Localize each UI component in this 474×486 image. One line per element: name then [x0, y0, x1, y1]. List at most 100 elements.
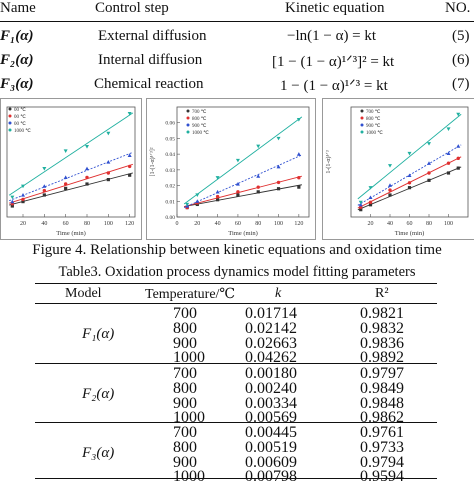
kinetics-row: F₁(α) External diffusion −ln(1 − α) = kt…	[0, 28, 474, 50]
header-no: NO.	[445, 0, 471, 16]
data-point	[407, 186, 412, 190]
model-label: F₂(α)	[82, 386, 115, 402]
row-name: F₃(α)	[0, 76, 34, 92]
k-cell: 0.00334	[245, 394, 297, 412]
k-cell: 0.00609	[245, 453, 297, 471]
x-tick-label: 40	[387, 221, 393, 227]
data-point	[85, 175, 89, 180]
legend-marker	[360, 109, 364, 113]
kinetics-row: F₃(α) Chemical reaction 1 − (1 − α)¹ᐟ³ =…	[0, 76, 474, 98]
data-point	[358, 202, 363, 207]
k-cell: 0.00240	[245, 379, 297, 397]
k-cell: 0.00180	[245, 365, 297, 382]
r2-cell: 0.9821	[360, 305, 404, 322]
data-point	[85, 166, 89, 171]
data-point	[427, 142, 431, 146]
table-row: 900 0.02663 0.9836	[35, 334, 437, 352]
row-no: (5)	[452, 28, 470, 44]
data-point	[85, 182, 89, 186]
data-point	[368, 195, 373, 200]
plot-frame	[6, 106, 136, 218]
x-tick-label: 80	[84, 221, 90, 227]
fit-line	[184, 184, 302, 208]
x-tick-label: 80	[426, 221, 432, 227]
chart-external-diffusion: 20 40 60 80 100 120 Time (min) 00 ℃ 00 ℃ 00 ℃ 1000…	[0, 98, 142, 240]
x-tick-label: 100	[274, 221, 283, 227]
data-point	[388, 164, 392, 168]
data-point	[236, 190, 240, 194]
x-tick-label: 120	[125, 221, 134, 227]
legend-marker	[360, 116, 364, 120]
legend-marker	[186, 116, 190, 120]
fit-line	[8, 151, 134, 202]
legend-label: 800 ℃	[192, 116, 207, 122]
r2-cell: 0.9794	[360, 453, 404, 471]
r2-cell: 0.9761	[360, 424, 404, 441]
data-point	[235, 158, 240, 163]
data-point	[216, 198, 220, 202]
temperature-cell: 900	[173, 334, 197, 352]
data-point	[63, 149, 68, 153]
data-point	[388, 188, 392, 192]
table-row: 1000 0.00798 0.9594	[35, 468, 437, 485]
row-no: (6)	[452, 52, 470, 68]
data-point	[256, 190, 260, 194]
fit-line	[183, 154, 303, 208]
row-equation: [1 − (1 − α)¹ᐟ³]² = kt	[272, 54, 395, 70]
fit-line	[9, 172, 133, 206]
table-row: 800 0.00519 0.9733	[35, 439, 437, 456]
x-tick-label: 0	[176, 221, 179, 227]
data-point	[106, 178, 110, 182]
table-row: 900 0.00609 0.9794	[35, 453, 437, 471]
r2-cell: 0.9849	[360, 379, 404, 397]
chart-svg: 20 40 60 80 100 Time (min) 1-(1-α)¹ᐟ³ 700 ℃800 …	[325, 106, 469, 237]
data-point	[128, 173, 132, 177]
temperature-cell: 700	[173, 365, 197, 382]
data-point	[21, 200, 25, 204]
x-tick-label: 100	[104, 221, 113, 227]
data-point	[276, 136, 281, 141]
chart-internal-diffusion: 0 20 40 60 80 100 120 0.00 0.01 0.02 0.03 0.04 0.05 0…	[146, 98, 316, 240]
data-point	[236, 193, 240, 197]
data-point	[368, 203, 373, 207]
row-no: (7)	[452, 76, 470, 92]
group-divider	[35, 422, 437, 423]
data-point	[456, 144, 461, 148]
legend-marker	[8, 107, 12, 111]
y-tick-label: 0.02	[165, 184, 175, 190]
row-step: External diffusion	[98, 28, 207, 44]
legend-label: 700 ℃	[366, 109, 381, 115]
data-point	[256, 185, 260, 189]
fit-line	[357, 113, 462, 200]
legend-label: 00 ℃	[14, 114, 26, 120]
col-r2: R²	[375, 286, 389, 301]
data-point	[358, 200, 363, 205]
data-point	[276, 187, 281, 191]
legend-label: 700 ℃	[192, 109, 207, 115]
y-tick-label: 0.01	[165, 199, 175, 205]
legend-marker	[8, 114, 12, 118]
data-point	[407, 173, 412, 178]
y-tick-label: 0.00	[165, 215, 175, 221]
row-equation: 1 − (1 − α)¹ᐟ³ = kt	[280, 78, 388, 94]
data-point	[42, 184, 47, 188]
fit-line	[8, 163, 134, 204]
temperature-cell: 1000	[173, 349, 205, 367]
data-point	[42, 167, 47, 171]
chart-svg: 0 20 40 60 80 100 120 0.00 0.01 0.02 0.03 0.04 0.05 0…	[149, 106, 310, 237]
group-divider	[35, 363, 437, 364]
data-point	[276, 164, 281, 169]
y-tick-label: 0.04	[165, 152, 175, 158]
legend-label: 800 ℃	[366, 116, 381, 122]
data-point	[456, 112, 461, 117]
x-axis-label: Time (min)	[228, 230, 258, 237]
data-point	[21, 193, 25, 197]
col-model: Model	[65, 286, 102, 301]
data-point	[215, 194, 220, 199]
data-point	[42, 193, 46, 197]
x-tick-label: 60	[63, 221, 69, 227]
header-bottom-rule	[35, 303, 437, 304]
table-row: 800 0.00240 0.9849	[35, 379, 437, 397]
temperature-cell: 900	[173, 394, 197, 412]
temperature-cell: 700	[173, 305, 197, 322]
